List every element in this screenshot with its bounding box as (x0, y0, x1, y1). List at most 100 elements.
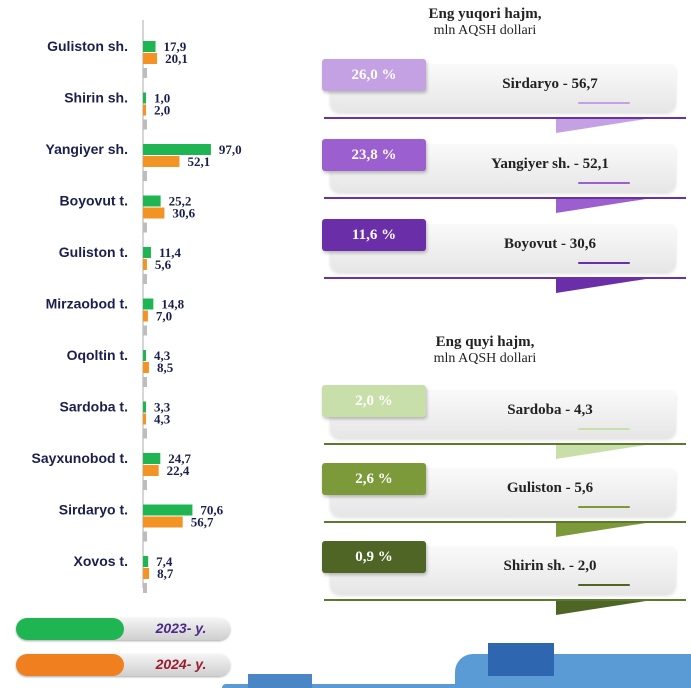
gray-marker (143, 377, 147, 387)
card-label: Boyovut - 30,6 (503, 236, 597, 252)
bar-2024 (143, 362, 149, 373)
summary-card: 26,0 % Sirdaryo - 56,7 (322, 59, 686, 133)
value-label-2024: 2,0 (154, 103, 170, 118)
gray-marker (143, 68, 147, 78)
legend-swatch-2024 (16, 654, 124, 676)
value-label-2023: 1,0 (154, 91, 170, 106)
bar-2023 (143, 41, 156, 52)
value-label-2024: 22,4 (167, 463, 190, 478)
category-label: Sardoba t. (60, 399, 128, 415)
gray-marker (143, 274, 147, 284)
bar-2024 (143, 465, 159, 476)
bar-2024 (143, 156, 180, 167)
gray-marker (143, 325, 147, 336)
category-label: Guliston sh. (47, 38, 128, 54)
value-label-2023: 11,4 (159, 245, 182, 260)
card-label: Sirdaryo - 56,7 (502, 76, 598, 92)
card-ribbon (556, 119, 646, 133)
bar-2023 (143, 298, 154, 310)
category-label: Sayxunobod t. (32, 450, 128, 466)
card-baseline (324, 599, 686, 601)
decorative-tab-left (248, 674, 312, 688)
legend-item-2023: 2023- y. (16, 618, 230, 640)
value-label-2024: 30,6 (172, 206, 195, 221)
summary-card: 2,6 % Guliston - 5,6 (322, 463, 686, 537)
gray-marker (143, 583, 147, 593)
summary-card: 0,9 % Shirin sh. - 2,0 (322, 541, 686, 615)
value-label-2024: 20,1 (165, 51, 188, 66)
card-label: Yangiyer sh. - 52,1 (491, 156, 609, 172)
value-label-2023: 17,9 (164, 39, 187, 54)
top-panel-title: Eng yuqori hajm, mln AQSH dollari (360, 6, 610, 39)
legend-swatch-2023 (16, 618, 124, 640)
bar-2023 (143, 453, 161, 464)
card-label: Sardoba - 4,3 (507, 402, 593, 418)
value-label-2023: 3,3 (154, 400, 171, 415)
bottom-panel-title-line1: Eng quyi hajm, (435, 334, 535, 350)
card-label: Shirin sh. - 2,0 (503, 558, 597, 574)
value-label-2024: 4,3 (154, 412, 171, 427)
card-baseline (324, 443, 686, 445)
category-label: Yangiyer sh. (46, 141, 128, 157)
bar-2023 (143, 556, 149, 567)
percent-badge: 11,6 % (322, 219, 426, 251)
bar-2024 (143, 310, 148, 322)
value-label-2023: 25,2 (169, 194, 192, 209)
value-label-2024: 56,7 (191, 515, 214, 530)
percent-badge: 2,6 % (322, 463, 426, 495)
category-label: Guliston t. (59, 244, 128, 260)
top-panel-title-line2: mln AQSH dollari (433, 23, 537, 38)
bar-2024 (143, 259, 147, 270)
gray-marker (143, 171, 147, 181)
gray-marker (143, 428, 147, 439)
bar-2023 (143, 401, 146, 413)
bar-2023 (143, 350, 147, 361)
bar-2023 (143, 144, 211, 155)
category-label: Boyovut t. (60, 193, 128, 209)
card-ribbon (556, 601, 646, 615)
card-baseline (324, 117, 686, 119)
category-label: Shirin sh. (64, 90, 128, 106)
bar-2024 (143, 413, 147, 425)
summary-card: 11,6 % Boyovut - 30,6 (322, 219, 686, 293)
value-label-2024: 7,0 (156, 309, 172, 324)
value-label-2023: 70,6 (200, 503, 223, 518)
gray-marker (143, 222, 147, 233)
summary-card: 2,0 % Sardoba - 4,3 (322, 385, 686, 459)
card-underline (578, 506, 630, 508)
bar-2023 (143, 247, 151, 258)
bar-2024 (143, 53, 158, 64)
bar-2024 (143, 207, 165, 219)
percent-badge: 26,0 % (322, 59, 426, 91)
card-ribbon (556, 523, 646, 537)
card-underline (578, 262, 630, 264)
card-label: Guliston - 5,6 (506, 480, 594, 496)
legend-item-2024: 2024- y. (16, 654, 230, 676)
percent-badge: 23,8 % (322, 139, 426, 171)
bar-2023 (143, 195, 161, 207)
value-label-2023: 24,7 (168, 451, 191, 466)
legend-label-2024: 2024- y. (155, 656, 207, 672)
card-underline (578, 584, 630, 586)
value-label-2023: 7,4 (156, 554, 173, 569)
bar-2024 (143, 516, 183, 528)
bottom-panel-title-line2: mln AQSH dollari (433, 351, 537, 366)
category-label: Mirzaobod t. (46, 296, 128, 312)
gray-marker (143, 531, 147, 542)
card-underline (578, 428, 630, 430)
bar-2023 (143, 92, 146, 104)
value-label-2023: 14,8 (161, 297, 184, 312)
bar-chart: Guliston sh. 17,920,1 Shirin sh. 1,02,0 Yang… (32, 20, 242, 593)
value-label-2024: 8,5 (157, 360, 174, 375)
summary-card: 23,8 % Yangiyer sh. - 52,1 (322, 139, 686, 213)
card-baseline (324, 197, 686, 199)
value-label-2024: 8,7 (157, 566, 174, 581)
card-ribbon (556, 445, 646, 459)
card-underline (578, 102, 630, 104)
decorative-shape-left (222, 684, 522, 688)
bar-2024 (143, 104, 146, 116)
bar-2023 (143, 504, 193, 516)
card-ribbon (556, 279, 646, 293)
category-label: Xovos t. (74, 553, 128, 569)
top-panel-title-line1: Eng yuqori hajm, (428, 6, 542, 22)
